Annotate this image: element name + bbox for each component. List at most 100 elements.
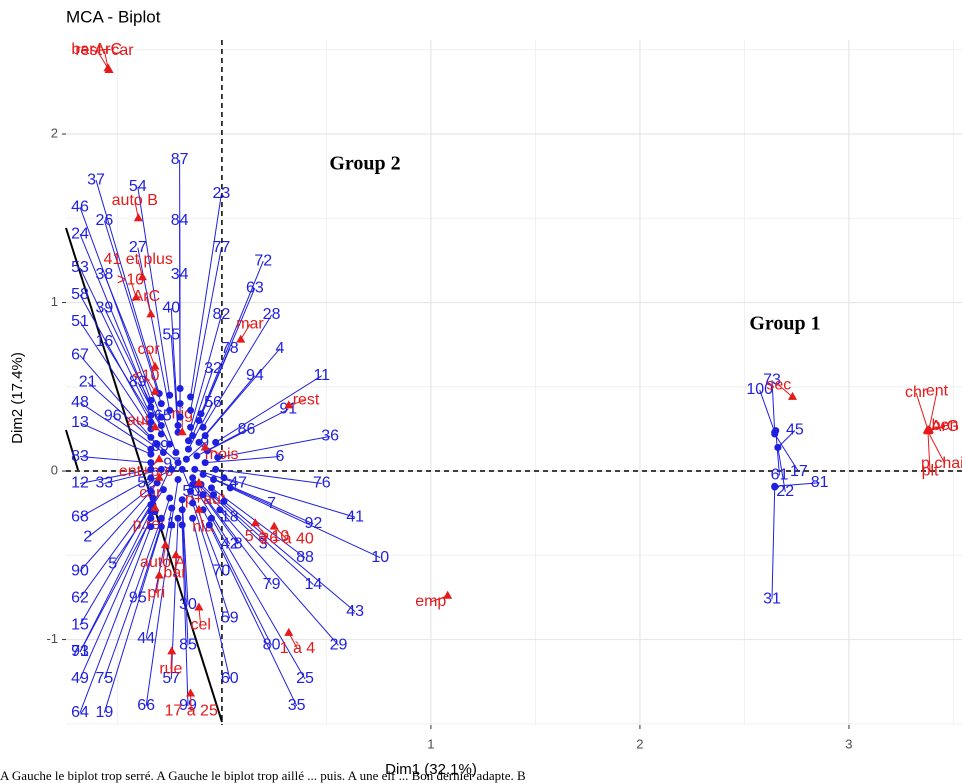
label-connector <box>215 375 323 443</box>
label-connector <box>190 193 222 397</box>
individual-point <box>197 410 205 418</box>
label-connector <box>170 479 179 525</box>
label-connector <box>915 392 929 432</box>
label-connector <box>211 517 306 680</box>
category-point <box>146 309 156 318</box>
y-axis-title: Dim2 (17.4%) <box>9 352 26 444</box>
label-connector <box>202 509 273 646</box>
point-label: 35 <box>288 697 306 714</box>
label-connector <box>211 487 306 559</box>
category-point <box>150 422 160 431</box>
label-connector <box>192 502 231 619</box>
label-connector <box>926 430 946 465</box>
label-connector <box>79 355 152 438</box>
individual-point <box>147 523 155 531</box>
label-connector <box>207 408 289 452</box>
point-label: plt <box>922 462 939 479</box>
point-label: 99 <box>179 697 197 714</box>
individual-point <box>178 521 186 529</box>
point-label: 19 <box>95 704 113 721</box>
label-connector <box>145 376 156 393</box>
label-connector <box>208 524 298 707</box>
point-label: 14 <box>304 576 322 593</box>
point-label: 88 <box>296 549 314 566</box>
label-connector <box>215 468 322 485</box>
individual-point <box>182 455 190 463</box>
point-label: 28 <box>263 306 281 323</box>
point-label: 49 <box>71 670 89 687</box>
category-point <box>269 521 279 530</box>
individual-point <box>147 465 155 473</box>
individual-point <box>157 523 165 531</box>
point-label: 25 <box>296 670 314 687</box>
label-connector <box>202 494 272 585</box>
individual-point <box>207 514 215 522</box>
label-connector <box>79 504 152 626</box>
label-connector <box>186 442 206 460</box>
point-label: pri <box>147 585 165 602</box>
label-connector <box>79 468 151 485</box>
point-label: 34 <box>171 266 189 283</box>
point-label: ArC <box>133 288 161 305</box>
point-label: 46 <box>71 198 89 215</box>
label-connector <box>190 314 222 428</box>
label-connector <box>759 389 776 433</box>
label-connector <box>927 431 931 472</box>
category-point <box>284 400 294 409</box>
point-label: 79 <box>263 576 281 593</box>
group-annotation: Group 1 <box>749 313 820 335</box>
point-label: 45 <box>786 422 804 439</box>
individual-point <box>184 445 192 453</box>
label-connector <box>774 433 800 473</box>
y-tick-label: -1 <box>46 631 58 646</box>
label-connector <box>79 267 152 416</box>
category-point <box>186 688 196 697</box>
individual-point <box>157 465 165 473</box>
individual-point <box>166 391 174 399</box>
category-point <box>236 334 246 343</box>
point-label: 12 <box>71 475 89 492</box>
label-connector <box>79 511 156 653</box>
individual-point <box>226 484 234 492</box>
individual-point <box>147 459 155 467</box>
label-connector <box>87 482 158 538</box>
individual-point <box>147 487 155 495</box>
category-point <box>284 627 294 636</box>
label-connector <box>202 314 273 428</box>
label-connector <box>288 399 307 406</box>
individual-point <box>199 470 207 478</box>
individual-point <box>193 452 201 460</box>
point-label: 66 <box>137 697 155 714</box>
label-connector <box>217 435 331 459</box>
label-connector <box>192 518 231 680</box>
point-label: 62 <box>71 589 89 606</box>
point-label: 22 <box>776 483 794 500</box>
x-tick-label: 2 <box>636 736 643 751</box>
label-connector <box>79 321 152 430</box>
point-label: 27 <box>129 239 147 256</box>
point-label: 92 <box>304 515 322 532</box>
category-point <box>443 590 453 599</box>
point-label: 57 <box>162 670 180 687</box>
point-label: 91 <box>279 401 297 418</box>
point-label: 64 <box>71 704 89 721</box>
point-label: 26 <box>95 212 113 229</box>
point-label: 94 <box>246 367 264 384</box>
individual-point <box>178 496 186 504</box>
point-label: 11 <box>313 367 330 384</box>
point-label: 15 <box>71 616 89 633</box>
point-label: 40 <box>162 299 180 316</box>
category-point <box>924 425 934 434</box>
point-label: sec <box>766 376 791 393</box>
point-label: 48 <box>71 394 89 411</box>
category-point <box>131 292 141 301</box>
individual-point <box>157 422 165 430</box>
y-tick-label: 1 <box>51 294 58 309</box>
label-connector <box>79 402 152 450</box>
point-label: 4 <box>275 340 284 357</box>
label-connector <box>204 348 281 436</box>
label-connector <box>79 422 152 455</box>
individual-point <box>157 413 165 421</box>
